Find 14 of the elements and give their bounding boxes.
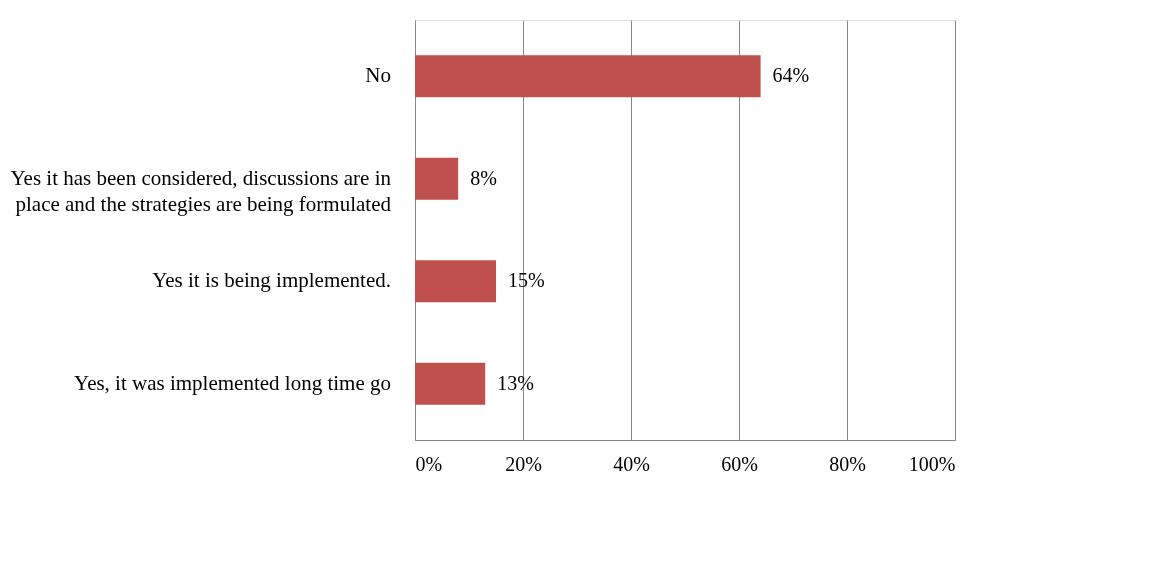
y-tick-label: Yes it has been considered, discussions are in place and the strategies are being formulated xyxy=(10,165,392,216)
x-tick-label: 60% xyxy=(721,452,758,475)
y-tick-label: Yes it is being implemented. xyxy=(152,268,391,293)
data-label: 64% xyxy=(772,64,810,87)
data-label: 15% xyxy=(508,269,545,292)
y-tick-label: Yes, it was implemented long time go xyxy=(74,370,391,395)
y-tick-label: No xyxy=(365,63,391,88)
x-tick-label: 20% xyxy=(505,452,542,475)
data-label: 13% xyxy=(497,371,534,394)
x-tick-label: 80% xyxy=(829,452,866,475)
x-tick-label: 100% xyxy=(908,452,956,475)
data-label: 8% xyxy=(470,166,497,189)
x-tick-label: 0% xyxy=(415,452,443,475)
x-tick-label: 40% xyxy=(613,452,650,475)
